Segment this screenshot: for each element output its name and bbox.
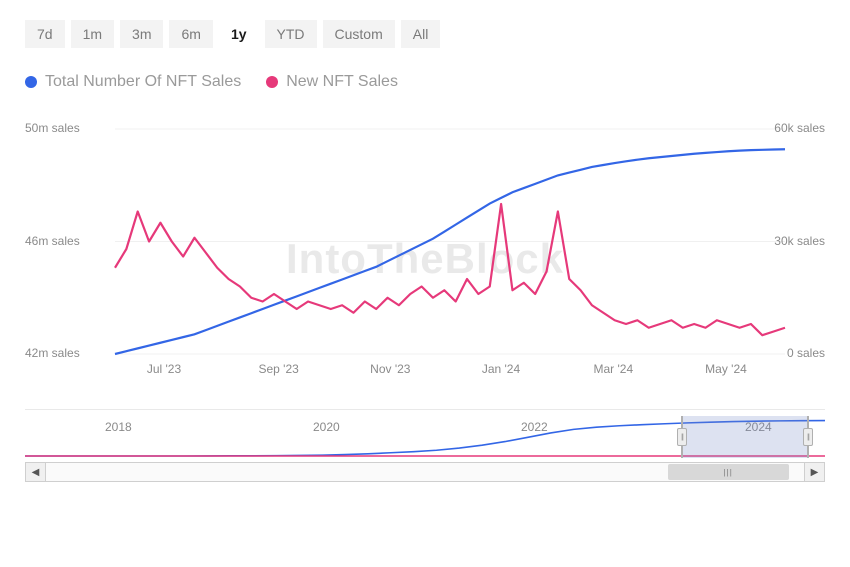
x-tick: May '24: [705, 362, 747, 376]
x-tick: Mar '24: [594, 362, 634, 376]
navigator-year-label: 2022: [521, 420, 548, 434]
legend-item[interactable]: Total Number Of NFT Sales: [25, 73, 241, 91]
range-3m-button[interactable]: 3m: [120, 20, 163, 48]
range-1y-button[interactable]: 1y: [219, 20, 259, 48]
scrollbar-track: ◀ ||| ▶: [25, 462, 825, 482]
range-1m-button[interactable]: 1m: [71, 20, 114, 48]
series-new-line: [115, 204, 785, 335]
x-tick: Jul '23: [147, 362, 181, 376]
legend-label: Total Number Of NFT Sales: [45, 73, 241, 91]
navigator-selection[interactable]: || ||: [681, 416, 809, 458]
y-right-tick: 60k sales: [774, 121, 825, 135]
legend-label: New NFT Sales: [286, 73, 398, 91]
legend-item[interactable]: New NFT Sales: [266, 73, 398, 91]
x-tick: Sep '23: [259, 362, 299, 376]
range-all-button[interactable]: All: [401, 20, 441, 48]
y-left-tick: 50m sales: [25, 121, 80, 135]
time-range-selector: 7d1m3m6m1yYTDCustomAll: [25, 20, 825, 48]
scroll-right-button[interactable]: ▶: [804, 463, 824, 481]
main-chart: IntoTheBlock 42m sales46m sales50m sales…: [25, 119, 825, 389]
navigator-year-label: 2018: [105, 420, 132, 434]
range-6m-button[interactable]: 6m: [169, 20, 212, 48]
scrollbar-thumb[interactable]: |||: [668, 464, 789, 480]
y-right-tick: 0 sales: [787, 346, 825, 360]
x-tick: Nov '23: [370, 362, 410, 376]
navigator-chart[interactable]: 2018202020222024 || ||: [25, 416, 825, 458]
range-ytd-button[interactable]: YTD: [265, 20, 317, 48]
y-left-tick: 46m sales: [25, 234, 80, 248]
scrollbar-track-area[interactable]: |||: [46, 463, 804, 481]
navigator-year-label: 2020: [313, 420, 340, 434]
time-navigator: 2018202020222024 || || ◀ ||| ▶: [25, 409, 825, 481]
series-total-line: [115, 149, 785, 354]
legend-dot: [266, 76, 278, 88]
range-7d-button[interactable]: 7d: [25, 20, 65, 48]
navigator-handle-right[interactable]: ||: [803, 428, 813, 446]
navigator-handle-left[interactable]: ||: [677, 428, 687, 446]
x-tick: Jan '24: [482, 362, 520, 376]
legend-dot: [25, 76, 37, 88]
y-left-tick: 42m sales: [25, 346, 80, 360]
chart-canvas: [25, 119, 825, 389]
scroll-left-button[interactable]: ◀: [26, 463, 46, 481]
chart-legend: Total Number Of NFT Sales New NFT Sales: [25, 73, 825, 91]
range-custom-button[interactable]: Custom: [323, 20, 395, 48]
y-right-tick: 30k sales: [774, 234, 825, 248]
